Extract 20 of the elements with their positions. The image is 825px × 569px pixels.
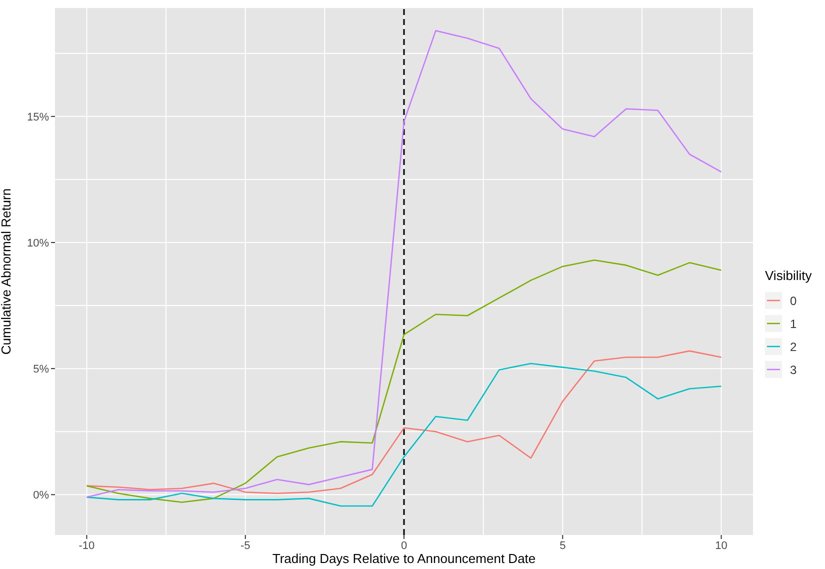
y-tick-label: 5% [33, 363, 50, 376]
legend-label: 2 [790, 340, 797, 354]
y-tick-label: 0% [33, 490, 50, 502]
x-tick-label: 5 [560, 540, 566, 552]
line-series [86, 30, 722, 498]
x-tick-label: -10 [78, 540, 95, 552]
y-tick-label: 15% [26, 111, 50, 124]
legend-title: Visibility [765, 268, 812, 283]
x-tick-label: -5 [240, 540, 250, 552]
legend-label: 3 [790, 362, 797, 376]
y-tick-label: 10% [26, 237, 50, 250]
line-series [86, 260, 722, 503]
y-axis-title: Cumulative Abnormal Return [0, 188, 14, 355]
x-axis-title: Trading Days Relative to Announcement Date [272, 551, 536, 566]
line-series [86, 362, 722, 507]
legend-label: 0 [790, 294, 797, 308]
x-tick-label: 10 [715, 540, 728, 552]
legend-label: 1 [790, 316, 797, 330]
line-series [86, 350, 722, 494]
x-tick-label: 0 [400, 540, 408, 552]
